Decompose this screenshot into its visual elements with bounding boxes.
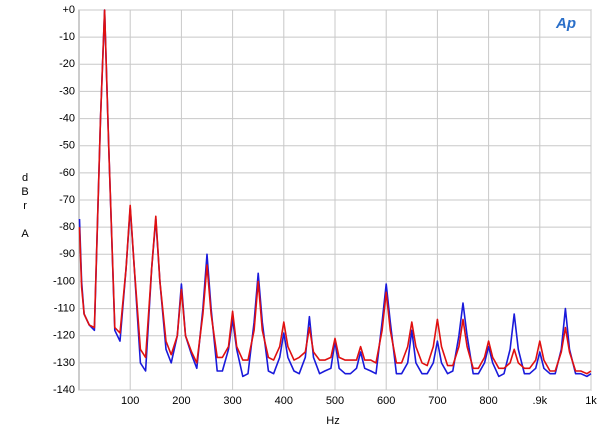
- y-tick-label: -50: [59, 140, 75, 152]
- y-tick-label: -70: [59, 194, 75, 206]
- y-tick-label: -130: [53, 357, 75, 369]
- x-tick-label: 1k: [585, 395, 597, 407]
- x-tick-label: 700: [428, 395, 446, 407]
- logo: Ap: [555, 15, 576, 32]
- y-tick-label: -60: [59, 167, 75, 179]
- x-tick-label: 300: [223, 395, 241, 407]
- x-tick-label: .9k: [532, 395, 547, 407]
- y-tick-label: -40: [59, 112, 75, 124]
- y-tick-label: -80: [59, 221, 75, 233]
- x-tick-label: 500: [326, 395, 344, 407]
- y-tick-label: -30: [59, 85, 75, 97]
- x-tick-label: 800: [479, 395, 497, 407]
- y-tick-label: +0: [62, 4, 75, 16]
- x-tick-label: 200: [172, 395, 190, 407]
- y-tick-label: -120: [53, 330, 75, 342]
- y-tick-label: -20: [59, 58, 75, 70]
- y-axis-label: dBr A: [19, 172, 31, 242]
- x-tick-label: 100: [121, 395, 139, 407]
- x-axis-label: Hz: [326, 415, 339, 427]
- x-tick-label: 400: [275, 395, 293, 407]
- x-tick-label: 600: [377, 395, 395, 407]
- y-tick-label: -100: [53, 275, 75, 287]
- y-tick-label: -110: [54, 302, 75, 314]
- y-tick-label: -90: [59, 248, 75, 260]
- y-tick-label: -140: [53, 384, 75, 396]
- series-line: [78, 9, 592, 375]
- y-tick-label: -10: [59, 31, 75, 43]
